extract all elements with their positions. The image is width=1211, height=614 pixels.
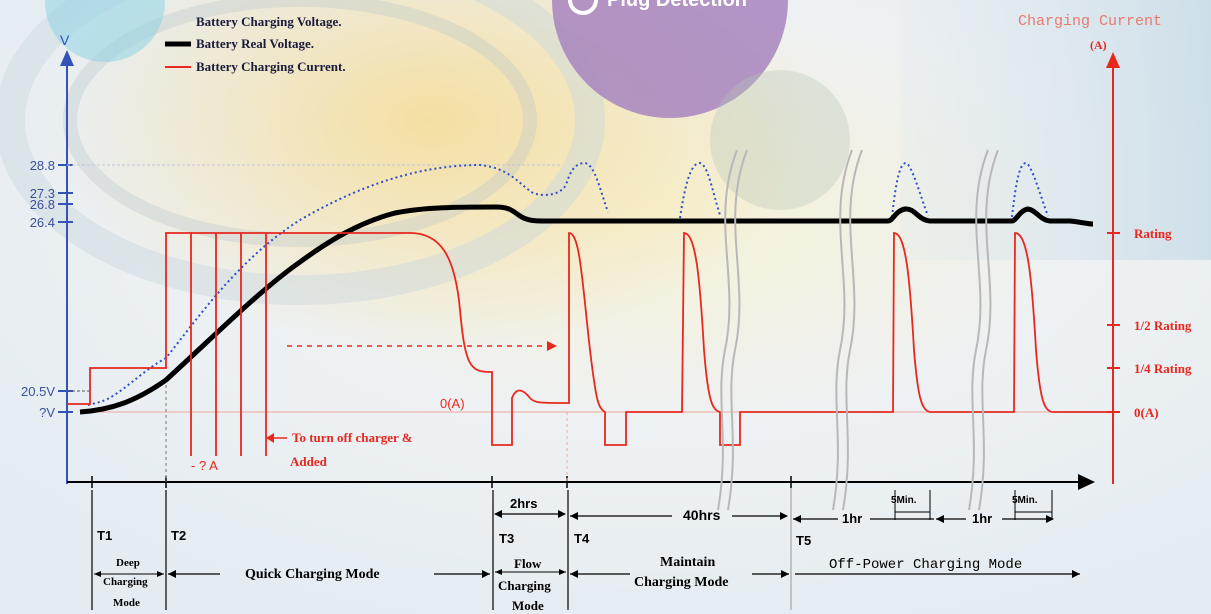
left-axis-tick-label: ?V (39, 405, 55, 420)
plug-circle-icon (568, 0, 598, 15)
off-hr1-label: 1hr (842, 511, 862, 526)
flow-mode-line3: Mode (512, 598, 544, 613)
arrow-head-icon (157, 571, 164, 577)
period-t2: T2 (171, 528, 186, 543)
negative-current-label: - ? A (191, 458, 218, 473)
period-t5: T5 (796, 533, 811, 548)
maintain-mode-line2: Charging Mode (634, 575, 729, 590)
series-charging-voltage (87, 161, 1049, 406)
arrow-head-icon (558, 510, 566, 518)
time-break-symbol (832, 149, 863, 511)
charging-voltage-line (87, 161, 1049, 406)
arrow-head-icon (94, 571, 101, 577)
arrow-head-icon (168, 570, 176, 578)
time-axis-arrow-icon (1078, 474, 1095, 490)
zero-current-label: 0(A) (440, 396, 465, 411)
quick-pulse-lines (190, 233, 267, 456)
arrow-head-icon (780, 512, 788, 520)
legend-item-charging-voltage: Battery Charging Voltage. (196, 14, 342, 29)
reference-lines (67, 164, 1113, 610)
right-axis: Charging Current (A) Rating 1/2 Rating 1/4… (1018, 13, 1192, 484)
right-axis-tick-label: 0(A) (1134, 405, 1159, 420)
arrow-head-icon (781, 570, 789, 578)
current-annotations: 0(A) - ? A To turn off charger & Added (191, 396, 465, 473)
right-axis-arrow-icon (1106, 52, 1120, 68)
plug-detection-header: Plug Detection (568, 0, 747, 15)
left-axis-arrow-icon (60, 50, 74, 66)
arrow-head-icon (570, 570, 578, 578)
legend: Battery Charging Voltage. Battery Real V… (165, 14, 346, 74)
maintain-duration-label: 40hrs (683, 507, 721, 523)
series-charging-current (67, 232, 1113, 456)
right-axis-tick-label: 1/2 Rating (1134, 318, 1192, 333)
left-axis-tick-label: 26.8 (30, 197, 55, 212)
deep-mode-line2: Charging (103, 576, 148, 588)
series-real-voltage (79, 204, 1094, 415)
deep-mode-line1: Deep (116, 557, 140, 569)
duration-markers: 2hrs 40hrs 1hr 1hr 5Min. 5Min. (494, 490, 1054, 526)
left-axis: V 28.8 27.326.8 26.4 20.5V ?V (21, 32, 74, 484)
plug-detection-label: Plug Detection (607, 0, 747, 11)
five-min-2-label: 5Min. (1012, 495, 1038, 506)
arrow-head-icon (494, 510, 502, 518)
arrow-head-icon (793, 515, 801, 523)
right-axis-tick-label: Rating (1134, 226, 1172, 241)
left-axis-tick-label: 28.8 (30, 158, 55, 173)
maintain-mode-line1: Maintain (660, 555, 715, 570)
arrow-head-icon (1046, 515, 1054, 523)
time-breaks (717, 149, 999, 511)
right-axis-label: Charging Current (1018, 13, 1162, 30)
turn-off-label-line1: To turn off charger & (292, 430, 413, 445)
left-axis-tick-label: 20.5V (21, 384, 55, 399)
arrow-head-icon (570, 512, 578, 520)
off-hr2-label: 1hr (972, 511, 992, 526)
period-t4: T4 (574, 531, 590, 546)
arrow-head-icon (482, 570, 490, 578)
mode-labels: T1 T2 T3 T4 T5 Deep Charging Mode Quick … (91, 490, 1080, 613)
off-power-mode-label: Off-Power Charging Mode (829, 557, 1022, 573)
deep-mode-line3: Mode (113, 597, 140, 609)
left-axis-tick-label: 26.4 (30, 215, 55, 230)
flow-mode-line2: Charging (498, 578, 551, 593)
legend-item-real-voltage: Battery Real Voltage. (196, 36, 314, 51)
period-t3: T3 (499, 531, 514, 546)
five-min-1-label: 5Min. (891, 495, 917, 506)
arrow-head-icon (495, 569, 502, 575)
turn-off-label-line2: Added (290, 454, 328, 469)
left-axis-label: V (60, 32, 70, 48)
legend-item-charging-current: Battery Charging Current. (196, 59, 346, 74)
right-axis-unit: (A) (1090, 38, 1107, 52)
arrow-head-icon (1072, 570, 1080, 578)
left-axis-tick-label: 27.3 (30, 186, 55, 201)
flow-duration-label: 2hrs (510, 496, 537, 511)
right-axis-tick-label: 1/4 Rating (1134, 361, 1192, 376)
time-break-symbol (968, 149, 999, 511)
period-t1: T1 (97, 528, 112, 543)
turn-off-arrow-head-icon (266, 433, 274, 443)
flow-mode-line1: Flow (514, 556, 542, 571)
quick-mode-label: Quick Charging Mode (245, 567, 380, 582)
time-break-symbol (717, 149, 748, 511)
real-voltage-line (79, 204, 1094, 415)
current-dashed-arrow-head-icon (547, 341, 557, 351)
time-axis (67, 474, 1095, 490)
arrow-head-icon (936, 515, 944, 523)
arrow-head-icon (559, 569, 566, 575)
charging-current-line (67, 232, 1113, 446)
